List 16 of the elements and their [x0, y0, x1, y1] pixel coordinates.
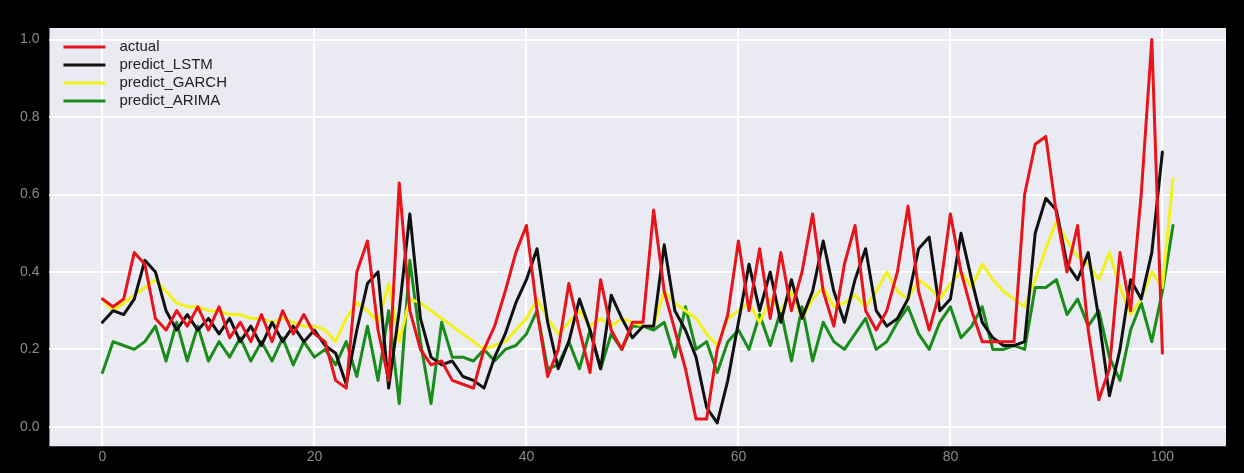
legend-label: predict_ARIMA — [119, 91, 221, 109]
x-tick-label: 40 — [518, 448, 535, 465]
x-tick-label: 80 — [942, 448, 959, 465]
legend-label: predict_LSTM — [119, 55, 213, 73]
y-tick-label: 0.8 — [19, 107, 40, 124]
y-tick-label: 0.6 — [19, 185, 40, 202]
legend-label: predict_GARCH — [119, 73, 228, 91]
legend-label: actual — [119, 37, 160, 55]
y-tick-label: 0.0 — [19, 417, 40, 434]
x-tick-label: 100 — [1150, 448, 1175, 465]
y-tick-label: 0.2 — [19, 340, 40, 357]
y-tick-label: 0.4 — [19, 262, 40, 279]
x-tick-label: 0 — [98, 448, 107, 465]
y-tick-label: 1.0 — [19, 30, 40, 47]
x-tick-label: 20 — [306, 448, 323, 465]
x-tick-label: 60 — [730, 448, 747, 465]
